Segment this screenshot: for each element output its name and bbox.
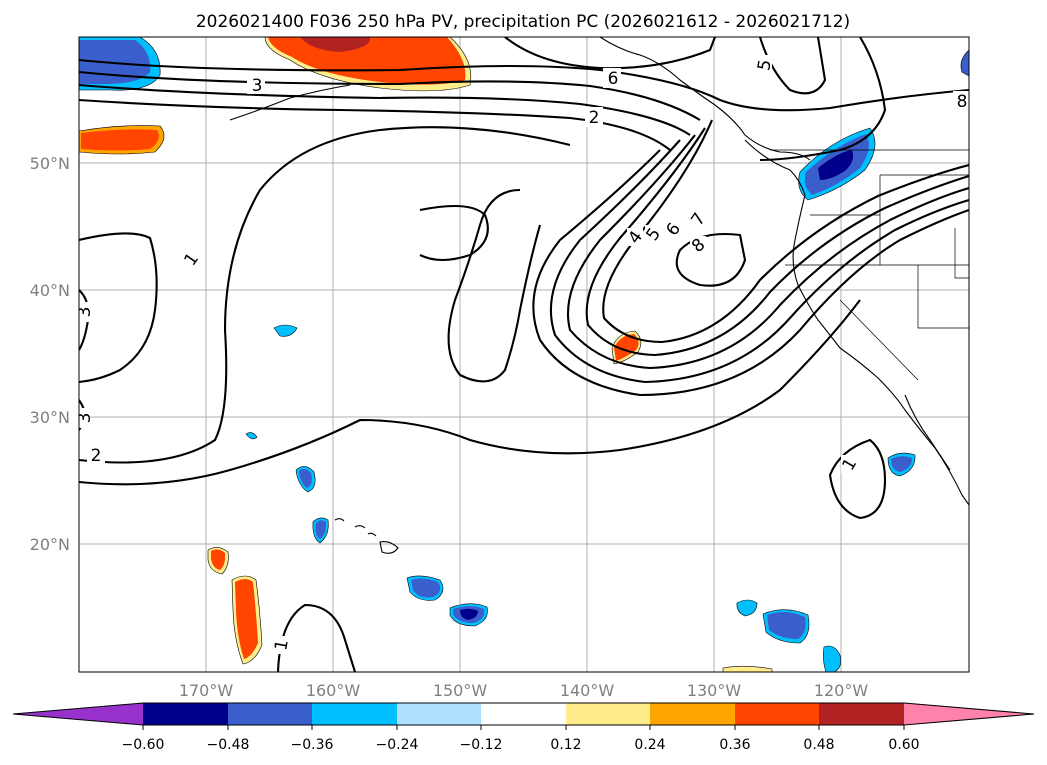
colorbar-swatch xyxy=(819,703,904,725)
pos-precip-core xyxy=(211,549,226,570)
neg-precip-core xyxy=(767,611,806,639)
colorbar-tick-label: 0.48 xyxy=(803,737,834,753)
aleutian-chain xyxy=(229,84,351,121)
neg-precip-region xyxy=(960,49,969,77)
contour-label: 5 xyxy=(754,58,776,72)
contour-line xyxy=(585,127,969,357)
contour-line xyxy=(828,438,887,520)
colorbar-tick-marks xyxy=(142,725,905,730)
contour-line xyxy=(549,139,969,384)
contour-line xyxy=(759,37,887,162)
contour-line xyxy=(79,299,861,486)
lat-label: 40°N xyxy=(30,281,70,300)
colorbar-min-extension xyxy=(13,703,143,725)
map-area xyxy=(79,37,969,672)
contour-label: 2 xyxy=(589,108,600,128)
contour-line xyxy=(566,134,969,370)
neg-precip-region xyxy=(823,645,842,672)
pos-precip-core xyxy=(81,129,159,151)
colorbar-tick-label: −0.60 xyxy=(122,737,165,753)
colorbar-tick-label: 0.36 xyxy=(719,737,750,753)
neg-precip-strong xyxy=(460,608,478,620)
contour-line xyxy=(419,204,489,262)
contour-label: 2 xyxy=(91,446,102,466)
neg-precip-strong xyxy=(818,150,854,180)
colorbar-swatch xyxy=(397,703,481,725)
map-title: 2026021400 F036 250 hPa PV, precipitatio… xyxy=(196,12,850,32)
colorbar: −0.60 −0.48 −0.36 −0.24 −0.12 0.12 0.24 … xyxy=(12,702,1035,753)
contour-label: 3 xyxy=(75,413,95,424)
neg-precip-core xyxy=(315,520,327,539)
map-border xyxy=(78,36,970,673)
contour-line xyxy=(675,232,747,287)
political-borders xyxy=(770,149,969,381)
colorbar-tick-label: 0.24 xyxy=(634,737,665,753)
colorbar-tick-label: −0.48 xyxy=(207,737,250,753)
contour-line xyxy=(79,70,701,121)
contour-labels: 3 6 5 8 2 1 4 5 6 7 8 3 3 2 xyxy=(75,55,969,654)
contour-line xyxy=(447,188,542,383)
colorbar-swatch xyxy=(143,703,228,725)
colorbar-swatch xyxy=(566,703,650,725)
alaska-coast xyxy=(599,37,811,161)
colorbar-tick-label: −0.24 xyxy=(376,737,419,753)
colorbar-tick-label: −0.36 xyxy=(291,737,334,753)
pos-precip-core xyxy=(614,334,639,361)
lon-label: 160°W xyxy=(306,681,361,700)
coastlines xyxy=(229,37,969,554)
colorbar-swatch xyxy=(735,703,819,725)
neg-precip-core xyxy=(411,578,441,598)
contour-line xyxy=(79,83,691,136)
lat-label: 20°N xyxy=(30,535,70,554)
lat-label: 50°N xyxy=(30,154,70,173)
lon-label: 120°W xyxy=(814,681,869,700)
us-west-coast xyxy=(792,194,969,506)
colorbar-tick-label: 0.60 xyxy=(888,737,919,753)
hawaii-islands xyxy=(334,518,377,537)
contour-line xyxy=(79,126,571,464)
bc-coast xyxy=(744,139,806,196)
lon-label: 140°W xyxy=(560,681,615,700)
contour-label: 1 xyxy=(271,638,293,652)
longitude-labels: 170°W 160°W 150°W 140°W 130°W 120°W xyxy=(179,681,869,700)
lon-label: 130°W xyxy=(687,681,742,700)
contour-line xyxy=(79,232,158,384)
pos-precip-strong xyxy=(300,37,371,52)
contour-line xyxy=(532,149,969,397)
pos-precip-core xyxy=(268,37,466,85)
lon-label: 150°W xyxy=(433,681,488,700)
colorbar-max-extension xyxy=(904,703,1034,725)
colorbar-swatch xyxy=(481,703,566,725)
hawaii-island xyxy=(379,541,399,554)
baja-coast xyxy=(904,394,951,471)
contour-label: 6 xyxy=(608,69,619,89)
contour-label: 3 xyxy=(252,76,263,96)
colorbar-tick-label: −0.12 xyxy=(460,737,503,753)
latitude-labels: 50°N 40°N 30°N 20°N xyxy=(30,154,70,554)
colorbar-tick-label: 0.12 xyxy=(550,737,581,753)
lon-label: 170°W xyxy=(179,681,234,700)
colorbar-swatch xyxy=(650,703,735,725)
contour-label: 8 xyxy=(957,92,968,112)
lat-label: 30°N xyxy=(30,408,70,427)
contour-line xyxy=(79,98,671,151)
contour-label: 3 xyxy=(75,307,95,318)
neg-precip-core xyxy=(299,468,312,488)
neg-precip-region xyxy=(736,599,758,617)
pos-precip-core xyxy=(235,579,258,659)
contour-line xyxy=(504,37,716,70)
neg-precip-core xyxy=(891,456,912,472)
colorbar-swatch xyxy=(312,703,397,725)
neg-precip-region xyxy=(273,324,298,337)
neg-precip-region xyxy=(245,432,258,440)
colorbar-swatch xyxy=(228,703,312,725)
